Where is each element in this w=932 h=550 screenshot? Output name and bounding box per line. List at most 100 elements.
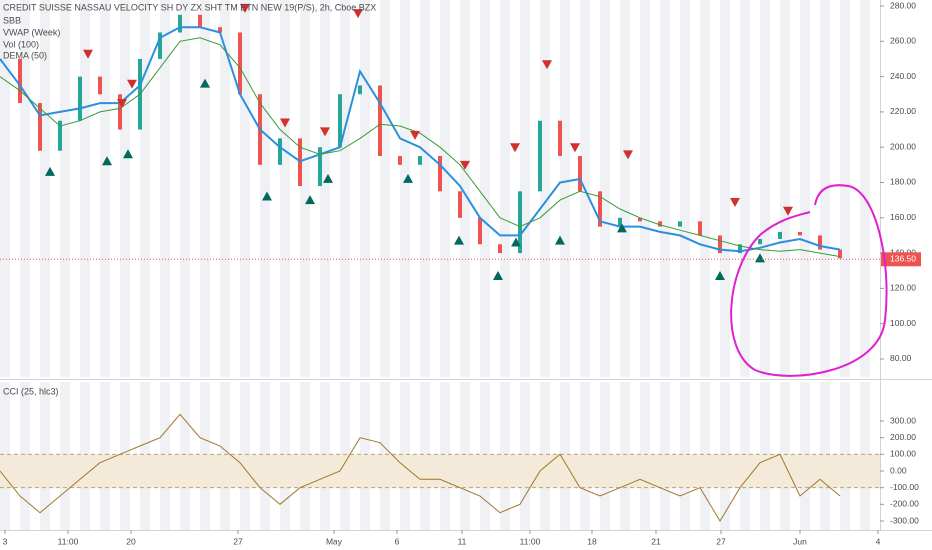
sell-signal [320, 127, 330, 137]
y-tick-label: 160.00 [890, 212, 916, 222]
x-tick-label: 21 [651, 536, 661, 546]
y-tick-label: 100.00 [890, 318, 916, 328]
buy-signal [200, 78, 210, 88]
candle [518, 191, 522, 254]
y-tick-label: 300.00 [890, 415, 916, 425]
candle [498, 244, 502, 254]
candle [818, 235, 822, 250]
x-tick-label: 20 [126, 536, 136, 546]
candle [338, 94, 342, 148]
candle [158, 32, 162, 59]
sell-signal [240, 3, 250, 13]
y-tick-label: -100.00 [890, 482, 919, 492]
candle [98, 76, 102, 95]
candle [738, 244, 742, 254]
indicator-line [0, 26, 841, 253]
sell-signal [730, 197, 740, 207]
legend-entry: CCI (25, hlc3) [3, 386, 59, 396]
x-tick-label: 11:00 [58, 536, 79, 546]
candle [758, 238, 762, 245]
sell-signal [623, 150, 633, 160]
buy-signal [323, 173, 333, 183]
candle [798, 231, 802, 236]
y-tick-label: 100.00 [890, 449, 916, 459]
cci-band [0, 454, 880, 488]
candle [578, 156, 582, 192]
candle [38, 103, 42, 151]
x-tick-label: 27 [716, 536, 726, 546]
legend-entry: VWAP (Week) [3, 27, 60, 37]
candle [438, 156, 442, 192]
candle [318, 147, 322, 187]
candle [698, 221, 702, 236]
sell-signal [127, 79, 137, 89]
candle [18, 58, 22, 104]
candle [218, 27, 222, 33]
drawn-annotation [730, 184, 888, 377]
x-tick-label: 27 [233, 536, 243, 546]
candle [678, 221, 682, 227]
x-tick-label: 4 [876, 536, 881, 546]
sell-signal [570, 143, 580, 153]
indicator-line [0, 413, 841, 522]
x-tick-label: 6 [395, 536, 400, 546]
x-tick-label: 11:00 [520, 536, 541, 546]
buy-signal [617, 223, 627, 233]
sell-signal [353, 9, 363, 19]
buy-signal [403, 173, 413, 183]
x-tick-label: 11 [458, 536, 467, 546]
x-tick-label: Jun [793, 536, 807, 546]
candle [78, 76, 82, 121]
y-tick-label: 260.00 [890, 36, 916, 46]
y-tick-label: 280.00 [890, 0, 916, 10]
candle [558, 120, 562, 157]
candle [838, 249, 842, 259]
buy-signal [45, 166, 55, 176]
buy-signal [555, 235, 565, 245]
buy-signal [123, 149, 133, 159]
axis: 80.00100.00120.00140.00160.00180.00200.0… [3, 0, 921, 546]
candle [538, 120, 542, 192]
candle [278, 138, 282, 165]
x-tick-label: 3 [3, 536, 8, 546]
sell-signal [542, 60, 552, 70]
y-tick-label: 0.00 [890, 465, 907, 475]
y-tick-label: 200.00 [890, 141, 916, 151]
sell-signal [117, 99, 127, 109]
sell-signal [510, 143, 520, 153]
sell-signal [280, 118, 290, 128]
y-tick-label: 240.00 [890, 71, 916, 81]
candle [198, 14, 202, 28]
buy-signal [755, 253, 765, 263]
axis: -300.00 -200.00 -100.00 0.00 100.00 200.00 300… [880, 415, 919, 525]
legend-entry: Vol (100) [3, 39, 39, 49]
y-tick-label: 220.00 [890, 106, 916, 116]
candle [118, 94, 122, 130]
buy-signal [102, 156, 112, 166]
y-tick-label: 120.00 [890, 283, 916, 293]
sell-signal [783, 206, 793, 216]
candle [358, 85, 362, 95]
y-tick-label: 80.00 [890, 353, 912, 363]
y-tick-label: 180.00 [890, 177, 916, 187]
legend-entry: DEMA (50) [3, 50, 47, 60]
x-tick-label: 18 [587, 536, 597, 546]
candle [658, 221, 662, 227]
y-tick-label: -300.00 [890, 515, 919, 525]
last-price-box [881, 252, 921, 267]
buy-signal [454, 235, 464, 245]
legend-entry: SBB [3, 15, 21, 25]
buy-signal [305, 195, 315, 205]
buy-signal [262, 191, 272, 201]
sell-signal [410, 130, 420, 140]
candle [478, 217, 482, 245]
buy-signal [511, 237, 521, 247]
candle [598, 191, 602, 227]
y-tick-label: 200.00 [890, 432, 916, 442]
chart-title: CREDIT SUISSE NASSAU VELOCITY SH DY ZX S… [3, 2, 376, 12]
candle [718, 235, 722, 254]
candle [458, 191, 462, 218]
x-tick-label: May [326, 536, 343, 546]
buy-signal [493, 270, 503, 280]
